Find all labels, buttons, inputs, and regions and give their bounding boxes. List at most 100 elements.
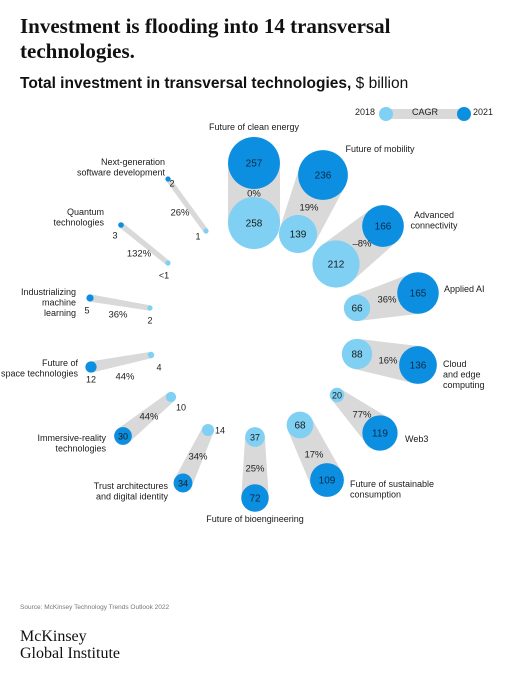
value-label-2021: 72 bbox=[249, 494, 261, 505]
value-label-2018: 212 bbox=[328, 260, 345, 271]
value-label-2018: <1 bbox=[159, 271, 169, 281]
item-future-of-space-technologies: 4 12 44% Future of space technologies bbox=[1, 351, 162, 385]
value-label-2018: 2 bbox=[147, 316, 152, 326]
logo-line-2: Global Institute bbox=[20, 645, 120, 662]
cagr-band bbox=[174, 427, 214, 488]
value-label-2021: 12 bbox=[86, 375, 96, 385]
legend-cagr-band bbox=[385, 109, 465, 119]
item-future-of-clean-energy: 258 257 0% Future of clean energy bbox=[209, 122, 300, 249]
cagr-label: 44% bbox=[115, 372, 135, 383]
category-label: Future of sustainable consumption bbox=[350, 479, 434, 500]
category-label: Immersive-reality technologies bbox=[37, 433, 106, 454]
value-label-2021: 257 bbox=[246, 159, 263, 170]
bubble-2021 bbox=[399, 346, 437, 384]
bubble-2018 bbox=[228, 197, 280, 249]
category-label: Web3 bbox=[405, 434, 428, 444]
value-label-2018: 139 bbox=[290, 230, 307, 241]
subtitle-unit: $ billion bbox=[355, 75, 409, 92]
value-label-2021: 166 bbox=[375, 222, 392, 233]
item-quantum-technologies: <1 3 132% Quantum technologies bbox=[53, 207, 171, 281]
legend-label-2018: 2018 bbox=[355, 107, 376, 117]
cagr-label: –8% bbox=[352, 239, 372, 250]
headline: Investment is flooding into 14 transvers… bbox=[20, 14, 391, 63]
cagr-band bbox=[119, 222, 170, 266]
category-label: Advanced connectivity bbox=[410, 210, 458, 231]
value-label-2018: 68 bbox=[294, 421, 306, 432]
category-label: Future of mobility bbox=[345, 144, 415, 154]
chart-subtitle: Total investment in transversal technolo… bbox=[20, 74, 490, 94]
cagr-label: 77% bbox=[352, 410, 372, 421]
bubble-2021 bbox=[173, 473, 193, 493]
bubble-2018 bbox=[343, 294, 371, 322]
category-label: Next-generation software development bbox=[77, 157, 166, 178]
category-label: Applied AI bbox=[444, 284, 485, 294]
bubble-2021 bbox=[86, 294, 94, 302]
mckinsey-logo: McKinsey Global Institute bbox=[20, 628, 120, 662]
item-industrializing-machine-learning: 2 5 36% Industrializing machine learning bbox=[21, 287, 153, 326]
cagr-label: 26% bbox=[170, 208, 190, 219]
value-label-2018: 4 bbox=[156, 363, 161, 373]
bubble-2018 bbox=[147, 351, 155, 359]
category-label: Cloud and edge computing bbox=[443, 359, 485, 390]
cagr-band bbox=[165, 177, 209, 233]
bubble-2021 bbox=[118, 222, 124, 228]
bubble-2021 bbox=[298, 150, 348, 200]
value-label-2021: 236 bbox=[315, 171, 332, 182]
item-future-of-sustainable-consumption: 68 109 17% Future of sustainable consumption bbox=[286, 411, 434, 500]
legend-dot-2021 bbox=[457, 107, 471, 121]
bubble-2021 bbox=[310, 463, 344, 497]
value-label-2018: 66 bbox=[351, 304, 363, 315]
value-label-2018: 258 bbox=[246, 219, 263, 230]
value-label-2021: 165 bbox=[410, 289, 427, 300]
category-label: Future of space technologies bbox=[1, 358, 79, 379]
cagr-label: 36% bbox=[377, 295, 397, 306]
item-cloud-and-edge-computing: 88 136 16% Cloud and edge computing bbox=[341, 338, 485, 390]
cagr-label: 25% bbox=[245, 464, 265, 475]
bubble-2018 bbox=[245, 427, 265, 447]
value-label-2021: 119 bbox=[372, 429, 388, 440]
value-label-2021: 30 bbox=[118, 432, 128, 442]
legend-dot-2018 bbox=[379, 107, 393, 121]
item-applied-ai: 66 165 36% Applied AI bbox=[343, 272, 485, 322]
value-label-2018: 14 bbox=[215, 426, 225, 436]
cagr-band bbox=[89, 351, 152, 373]
bubble-2018 bbox=[286, 411, 314, 439]
value-label-2021: 5 bbox=[84, 306, 89, 316]
bubble-2018 bbox=[165, 391, 177, 403]
value-label-2021: 109 bbox=[319, 476, 336, 487]
bubble-2018 bbox=[312, 240, 360, 288]
bubble-2018 bbox=[147, 305, 153, 311]
bubble-2021 bbox=[165, 176, 171, 182]
value-label-2018: 20 bbox=[332, 391, 342, 401]
bubble-2021 bbox=[397, 272, 439, 314]
item-trust-architectures-and-digital-identity: 14 34 34% Trust architectures and digital id… bbox=[94, 423, 225, 502]
value-label-2021: 136 bbox=[410, 361, 427, 372]
bubble-2021 bbox=[85, 361, 97, 373]
cagr-label: 132% bbox=[127, 249, 152, 260]
bubble-2021 bbox=[362, 415, 398, 451]
bubble-2018 bbox=[278, 214, 318, 254]
cagr-label: 16% bbox=[378, 356, 398, 367]
item-advanced-connectivity: 212 166–8% Advanced connectivity bbox=[312, 205, 458, 288]
value-label-2018: 1 bbox=[195, 232, 200, 242]
category-label: Quantum technologies bbox=[53, 207, 104, 228]
item-immersive-reality-technologies: 10 30 44% Immersive-reality technologies bbox=[37, 391, 186, 454]
value-label-2018: 88 bbox=[351, 350, 363, 361]
item-next-generation-software-development: 1 2 26% Next-generation software development bbox=[77, 157, 209, 242]
bubble-2021 bbox=[114, 427, 132, 445]
category-label: Trust architectures and digital identity bbox=[94, 481, 169, 502]
cagr-band bbox=[89, 294, 151, 311]
bubble-2018 bbox=[201, 423, 215, 437]
cagr-label: 0% bbox=[247, 189, 261, 200]
bubble-2021 bbox=[362, 205, 404, 247]
bubble-2021 bbox=[228, 137, 280, 189]
bubble-2018 bbox=[341, 338, 373, 370]
value-label-2021: 3 bbox=[112, 231, 117, 241]
value-label-2021: 34 bbox=[178, 479, 188, 489]
value-label-2021: 2 bbox=[169, 179, 174, 189]
cagr-label: 44% bbox=[139, 412, 159, 423]
cagr-label: 34% bbox=[188, 452, 208, 463]
bubble-2018 bbox=[203, 228, 209, 234]
value-label-2018: 37 bbox=[250, 433, 260, 443]
